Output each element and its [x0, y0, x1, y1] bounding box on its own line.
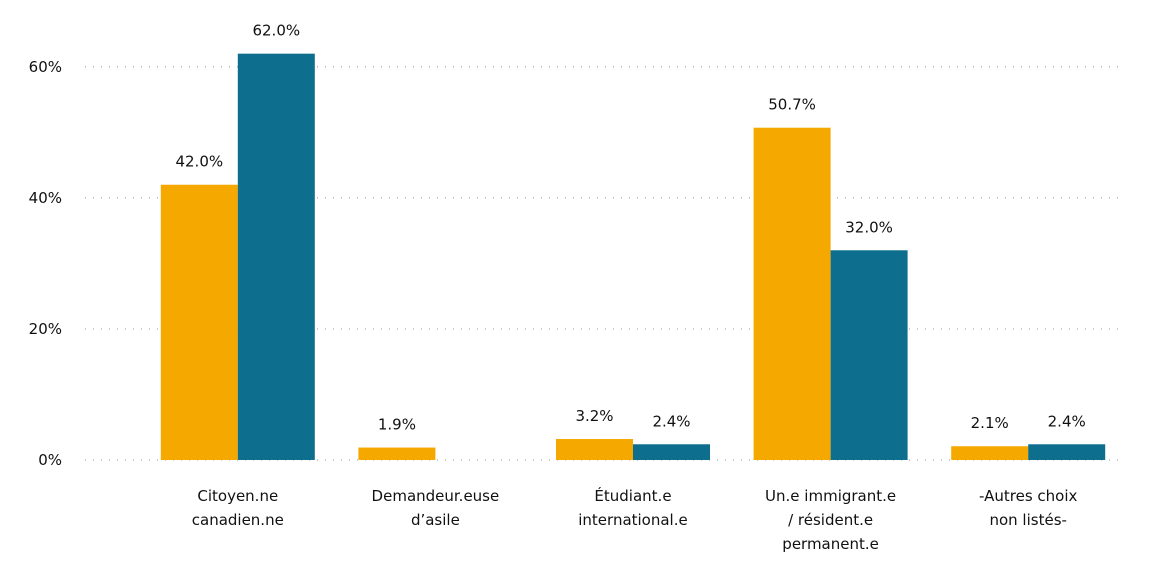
- data-label: 50.7%: [768, 96, 816, 114]
- bar: [753, 127, 831, 460]
- y-tick-label: 40%: [29, 189, 62, 207]
- data-label: 2.4%: [1048, 412, 1086, 430]
- y-tick-label: 60%: [29, 58, 62, 76]
- x-tick-label: Un.e immigrant.e / résident.e permanent.e: [765, 487, 896, 553]
- data-label: 62.0%: [252, 22, 300, 40]
- bar: [160, 184, 238, 460]
- data-label: 42.0%: [175, 153, 223, 171]
- x-tick-line: non listés-: [989, 511, 1066, 529]
- data-label: 2.1%: [971, 414, 1009, 432]
- x-tick-line: Citoyen.ne: [197, 487, 278, 505]
- x-tick-label: -Autres choix non listés-: [979, 487, 1077, 529]
- bar: [556, 439, 633, 460]
- x-tick-label: Étudiant.e international.e: [578, 486, 687, 529]
- y-tick-label: 20%: [29, 320, 62, 338]
- x-tick-line: Demandeur.euse: [372, 487, 500, 505]
- x-tick-line: international.e: [578, 511, 687, 529]
- y-tick-label: 0%: [38, 451, 62, 469]
- x-tick-line: Étudiant.e: [594, 486, 671, 505]
- data-label: 32.0%: [845, 218, 893, 236]
- x-tick-line: / résident.e: [788, 511, 873, 529]
- bar: [633, 444, 710, 460]
- bar: [830, 250, 908, 460]
- x-tick-label: Demandeur.euse d’asile: [372, 487, 500, 529]
- bar: [1028, 444, 1106, 460]
- x-tick-line: permanent.e: [782, 535, 879, 553]
- x-tick-line: d’asile: [411, 511, 460, 529]
- bar: [358, 447, 436, 460]
- x-tick-line: canadien.ne: [192, 511, 284, 529]
- x-tick-line: -Autres choix: [979, 487, 1077, 505]
- bar: [237, 53, 315, 461]
- data-label: 3.2%: [575, 407, 613, 425]
- data-label: 1.9%: [378, 416, 416, 434]
- x-tick-line: Un.e immigrant.e: [765, 487, 896, 505]
- bar: [951, 446, 1029, 460]
- x-tick-label: Citoyen.ne canadien.ne: [192, 487, 284, 529]
- data-label: 2.4%: [652, 412, 690, 430]
